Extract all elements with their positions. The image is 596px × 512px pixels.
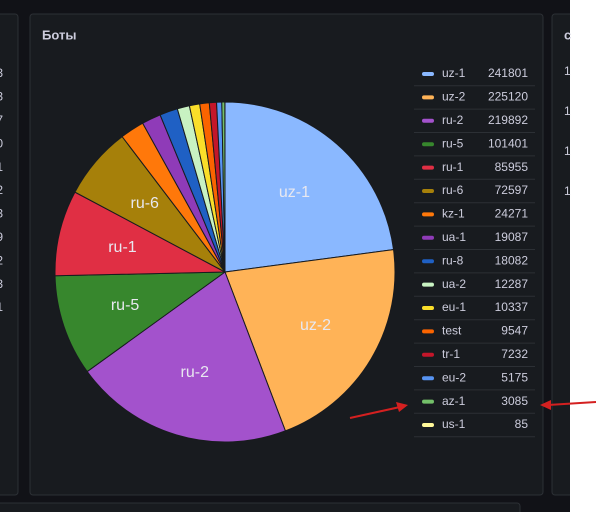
legend-label: ru-6: [442, 183, 464, 197]
legend-value: 85: [515, 417, 529, 431]
legend-swatch: [422, 399, 434, 404]
legend-label: eu-2: [442, 370, 466, 384]
right-panel-title: c: [564, 27, 571, 42]
arrows: [349, 400, 596, 419]
left-fragment: 0: [0, 136, 3, 150]
left-fragment: 1: [0, 300, 3, 314]
legend-label: ru-2: [442, 113, 464, 127]
legend-swatch: [422, 235, 434, 240]
legend-label: ru-1: [442, 160, 464, 174]
right-fragment: 1: [564, 104, 571, 118]
legend-swatch: [422, 142, 434, 147]
legend-swatch: [422, 72, 434, 76]
right-fragment: 1: [564, 64, 571, 78]
legend-swatch: [422, 189, 434, 193]
slice-label: ru-2: [181, 364, 210, 381]
legend-label: tr-1: [442, 347, 460, 361]
legend-value: 18082: [495, 253, 529, 267]
right-fragment: 1: [564, 144, 571, 158]
legend-swatch: [422, 329, 434, 334]
legend-label: kz-1: [442, 207, 465, 221]
legend-label: ru-5: [442, 136, 464, 150]
bottom-panel: [0, 502, 521, 512]
legend-value: 241801: [488, 66, 528, 80]
legend-swatch: [422, 212, 434, 217]
legend-swatch: [422, 376, 434, 381]
pie-slice: [86, 271, 287, 443]
legend-value: 24271: [495, 207, 529, 221]
slice-label: uz-1: [279, 184, 310, 201]
legend-swatch: [422, 352, 434, 357]
legend-label: us-1: [442, 417, 466, 431]
legend-value: 19087: [495, 230, 529, 244]
panel-title: Боты: [42, 27, 76, 42]
legend-label: az-1: [442, 394, 466, 408]
legend-value: 10337: [495, 300, 529, 314]
legend-swatch: [422, 423, 434, 427]
legend-swatch: [422, 259, 434, 264]
slice-label: ru-5: [111, 297, 140, 314]
legend-value: 101401: [488, 136, 528, 150]
legend-value: 3085: [501, 394, 528, 408]
legend-label: uz-2: [442, 90, 466, 104]
pie: uz-1 uz-2 ru-2 ru-5 ru-1 ru-6: [54, 101, 396, 443]
legend-swatch: [422, 282, 434, 287]
legend-label: ua-1: [442, 230, 466, 244]
legend-swatch: [422, 95, 434, 100]
legend-value: 12287: [495, 277, 529, 291]
legend-label: uz-1: [442, 66, 466, 80]
pie-slice: [54, 271, 227, 373]
left-fragment: 7: [0, 113, 3, 127]
legend-label: test: [442, 324, 462, 338]
left-fragment: 2: [0, 253, 3, 267]
slice-label: ru-6: [131, 195, 160, 212]
legend-value: 225120: [488, 90, 528, 104]
right-fragment: 1: [564, 184, 571, 198]
blank-area: [570, 0, 596, 512]
legend-label: ua-2: [442, 277, 466, 291]
left-fragment: 3: [0, 90, 3, 104]
legend-swatch: [422, 118, 434, 123]
slice-label: uz-2: [300, 317, 331, 334]
legend-value: 5175: [501, 370, 528, 384]
legend-label: ru-8: [442, 253, 464, 267]
fragments: 3 3 7 0 1 2 3 9 2 3 1 1 1 1 1: [0, 64, 571, 314]
left-fragment: 9: [0, 230, 3, 244]
legend-value: 9547: [501, 324, 528, 338]
legend-value: 85955: [495, 160, 529, 174]
legend: uz-1 241801 uz-2 225120 ru-2 219892 ru-5 101401…: [414, 66, 535, 438]
legend-value: 7232: [501, 347, 528, 361]
left-fragment: 3: [0, 66, 3, 80]
pie-slice: [224, 249, 396, 432]
legend-value: 219892: [488, 113, 528, 127]
legend-label: eu-1: [442, 300, 466, 314]
left-fragment: 3: [0, 277, 3, 291]
left-fragment: 2: [0, 183, 3, 197]
left-panel: [0, 13, 19, 496]
legend-swatch: [422, 306, 434, 310]
left-fragment: 1: [0, 160, 3, 174]
pie-slice: [54, 191, 227, 277]
legend-value: 72597: [495, 183, 529, 197]
pie-slice: [224, 101, 395, 273]
slice-label: ru-1: [108, 239, 137, 256]
legend-swatch: [422, 165, 434, 170]
left-fragment: 3: [0, 207, 3, 221]
